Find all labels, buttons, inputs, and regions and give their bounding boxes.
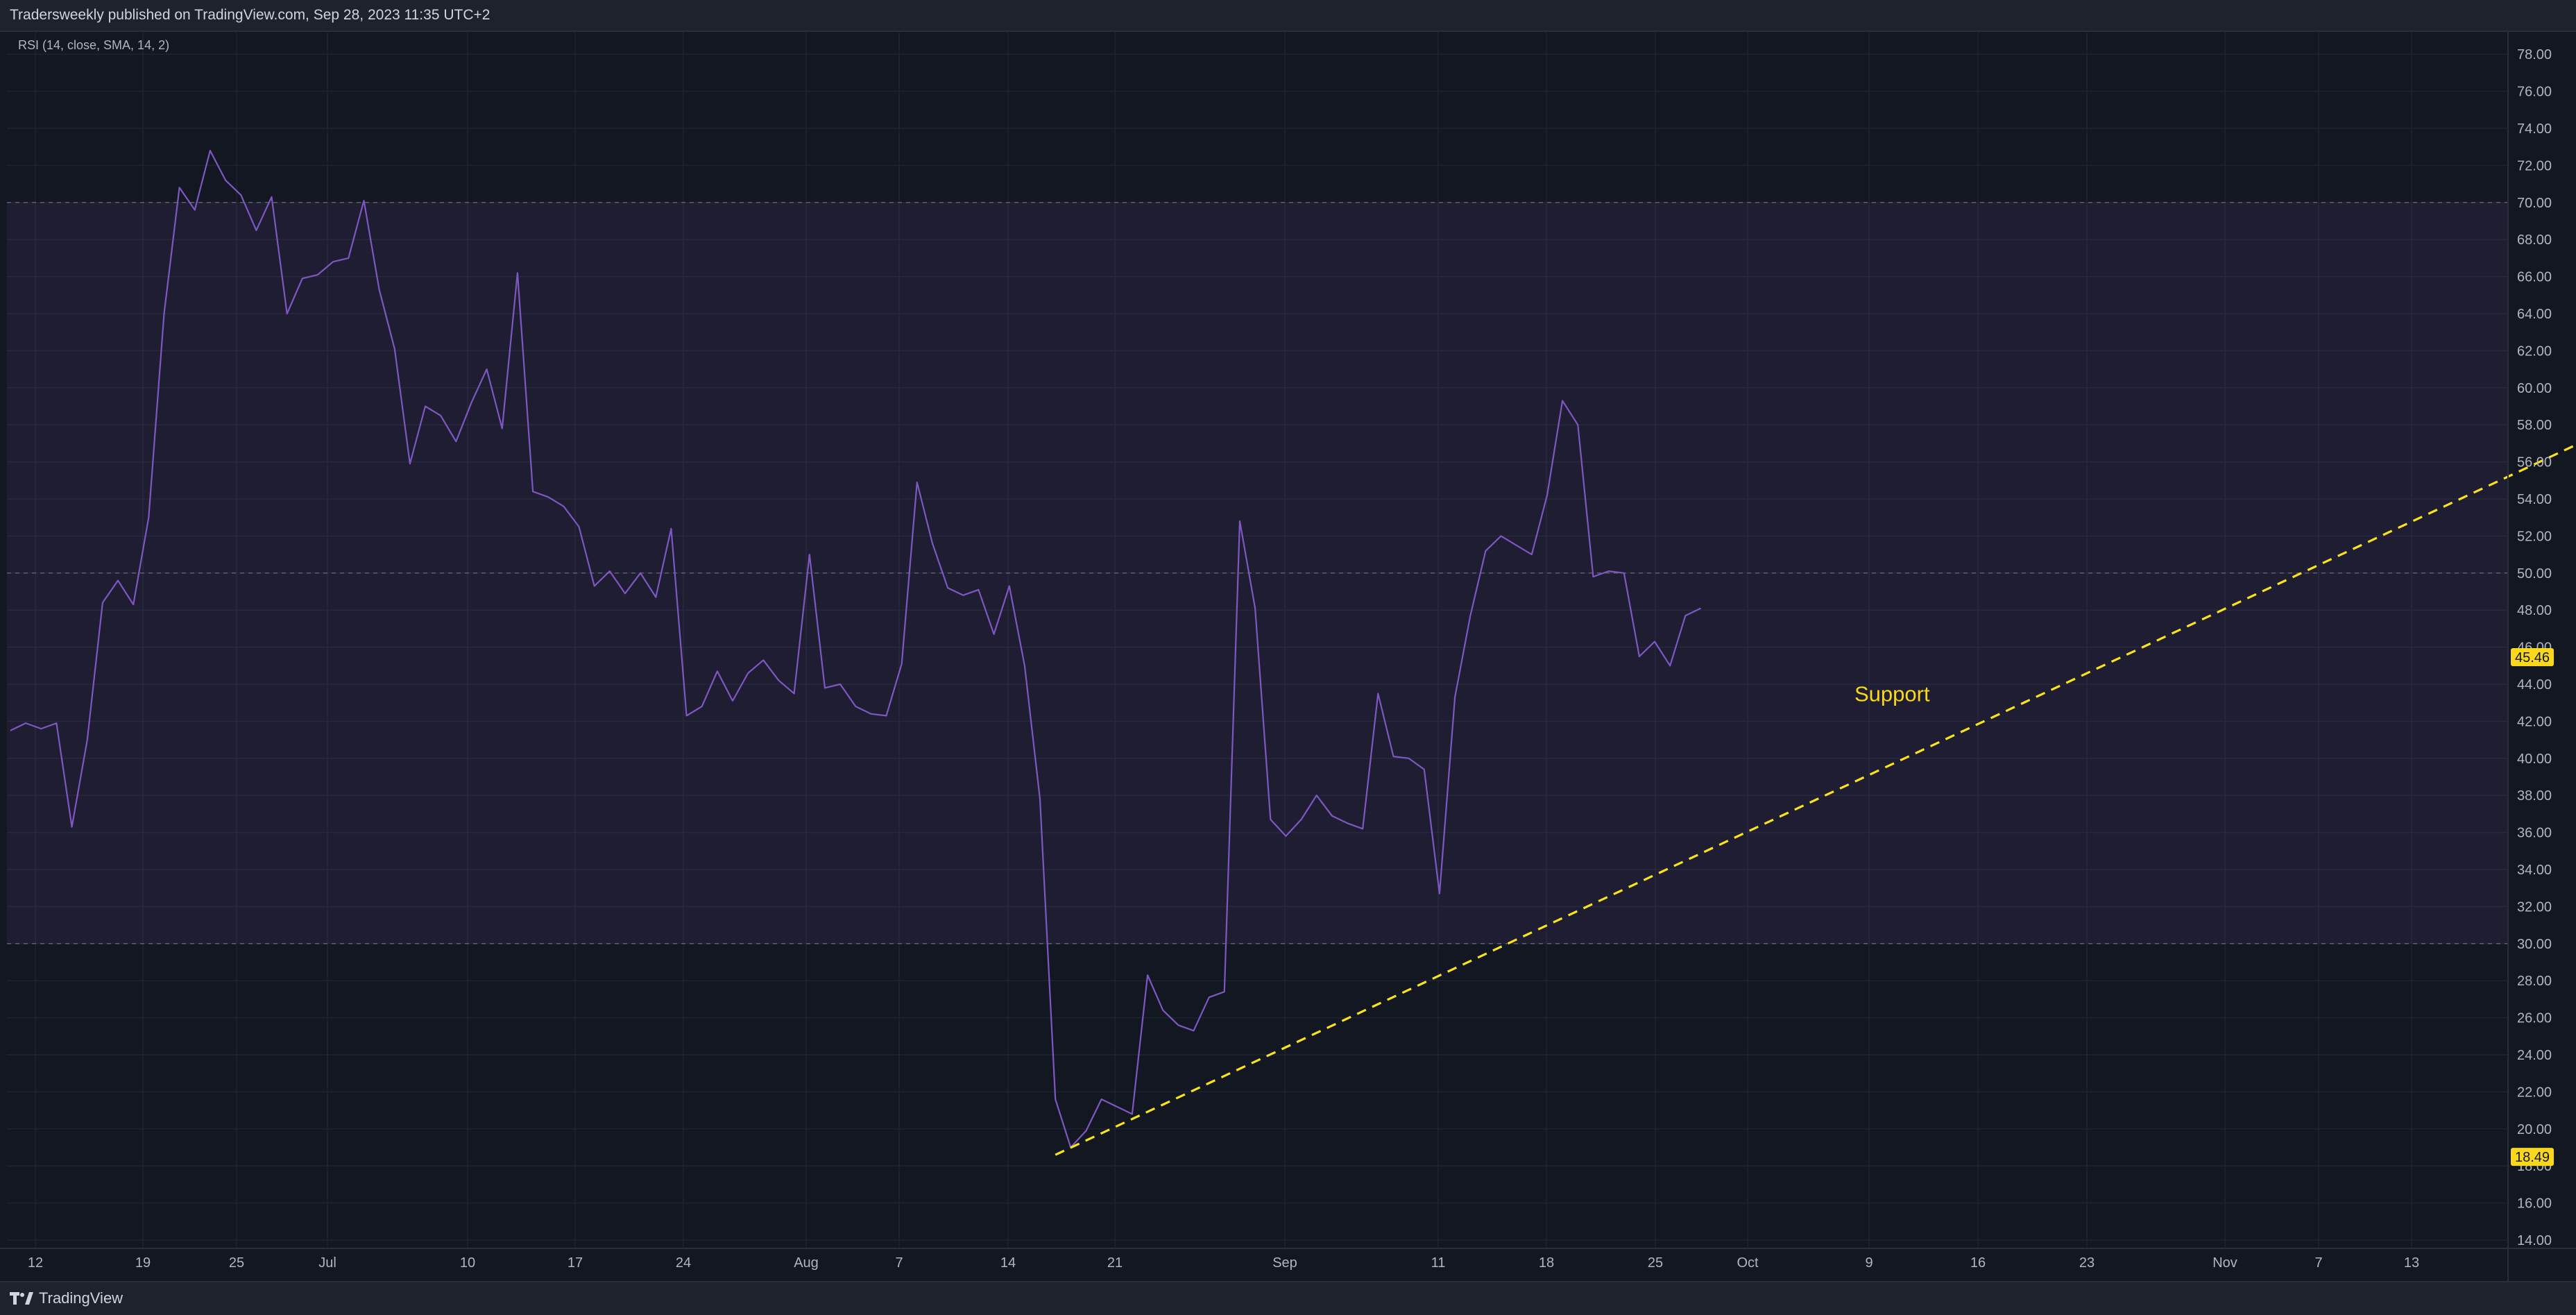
- y-tick-label: 32.00: [2517, 899, 2552, 915]
- x-tick-label: 17: [568, 1255, 583, 1271]
- y-tick-label: 60.00: [2517, 381, 2552, 396]
- x-tick-label: 19: [135, 1255, 151, 1271]
- y-tick-label: 78.00: [2517, 47, 2552, 62]
- y-tick-label: 38.00: [2517, 788, 2552, 804]
- y-tick-label: 74.00: [2517, 121, 2552, 137]
- bottom-bar: TradingView: [0, 1281, 2576, 1315]
- support-annotation: Support: [1854, 681, 1930, 706]
- y-tick-label: 42.00: [2517, 714, 2552, 729]
- y-tick-label: 24.00: [2517, 1048, 2552, 1063]
- x-tick-label: 14: [1000, 1255, 1016, 1271]
- y-tick-label: 52.00: [2517, 529, 2552, 544]
- x-tick-label: Nov: [2212, 1255, 2237, 1271]
- y-tick-label: 48.00: [2517, 603, 2552, 618]
- publisher-info: Tradersweekly published on TradingView.c…: [10, 7, 491, 23]
- x-tick-label: 7: [2314, 1255, 2322, 1271]
- rsi-series-line[interactable]: [10, 149, 1701, 1148]
- y-tick-label: 70.00: [2517, 196, 2552, 211]
- price-label-text: 45.46: [2515, 650, 2550, 665]
- chart-area[interactable]: 14.00 16.00 18.00 20.00 22.00 24.00 26.00 28.00…: [0, 32, 2576, 1281]
- x-tick-label: 11: [1431, 1255, 1446, 1271]
- y-tick-label: 40.00: [2517, 752, 2552, 767]
- y-tick-label: 66.00: [2517, 270, 2552, 285]
- y-tick-label: 50.00: [2517, 566, 2552, 582]
- brand-label: TradingView: [39, 1289, 123, 1307]
- x-tick-label: 23: [2079, 1255, 2095, 1271]
- indicator-label: RSI (14, close, SMA, 14, 2): [18, 38, 169, 52]
- x-tick-label: 7: [895, 1255, 903, 1271]
- y-tick-label: 68.00: [2517, 232, 2552, 248]
- y-tick-label: 76.00: [2517, 85, 2552, 100]
- rsi-chart[interactable]: 14.0016.0018.0020.0022.0024.0026.0028.00…: [0, 32, 2576, 1281]
- x-tick-label: Oct: [1737, 1255, 1759, 1271]
- y-tick-label: 36.00: [2517, 826, 2552, 841]
- top-bar: Tradersweekly published on TradingView.c…: [0, 0, 2576, 32]
- x-tick-label: 18: [1539, 1255, 1554, 1271]
- x-tick-label: 16: [1970, 1255, 1986, 1271]
- x-tick-label: 12: [28, 1255, 43, 1271]
- x-tick-label: 21: [1107, 1255, 1123, 1271]
- y-tick-label: 14.00: [2517, 1233, 2552, 1248]
- tradingview-logo-icon: [10, 1292, 33, 1305]
- x-tick-label: 25: [229, 1255, 244, 1271]
- y-tick-label: 20.00: [2517, 1122, 2552, 1137]
- y-tick-label: 16.00: [2517, 1196, 2552, 1212]
- y-tick-label: 54.00: [2517, 492, 2552, 507]
- x-tick-label: 24: [676, 1255, 691, 1271]
- price-label-box: [2511, 1148, 2554, 1166]
- y-tick-label: 28.00: [2517, 974, 2552, 989]
- price-label-text: 18.49: [2515, 1150, 2550, 1165]
- y-tick-label: 44.00: [2517, 677, 2552, 693]
- y-tick-label: 34.00: [2517, 863, 2552, 878]
- y-tick-label: 64.00: [2517, 307, 2552, 322]
- x-tick-label: 9: [1865, 1255, 1873, 1271]
- x-tick-label: 13: [2404, 1255, 2419, 1271]
- chart-background: [0, 32, 2576, 1281]
- x-tick-label: Sep: [1272, 1255, 1297, 1271]
- x-tick-label: 10: [460, 1255, 475, 1271]
- x-tick-label: Aug: [794, 1255, 819, 1271]
- tradingview-brand[interactable]: TradingView: [10, 1289, 123, 1307]
- y-tick-label: 72.00: [2517, 158, 2552, 173]
- x-tick-label: Jul: [318, 1255, 336, 1271]
- y-tick-label: 30.00: [2517, 937, 2552, 952]
- y-tick-label: 22.00: [2517, 1085, 2552, 1100]
- y-tick-label: 56.00: [2517, 455, 2552, 470]
- y-tick-label: 58.00: [2517, 418, 2552, 433]
- x-tick-label: 25: [1648, 1255, 1663, 1271]
- y-tick-label: 62.00: [2517, 343, 2552, 359]
- price-label-box: [2511, 648, 2554, 667]
- y-tick-label: 26.00: [2517, 1011, 2552, 1026]
